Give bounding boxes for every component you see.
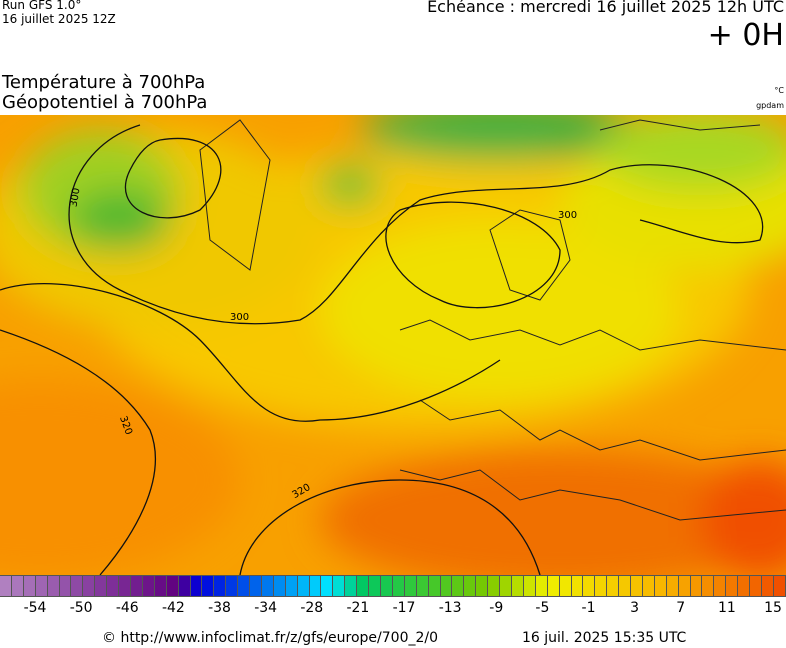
- generated: 16 juil. 2025 15:35 UTC: [522, 630, 687, 646]
- color-bar-label: -1: [581, 600, 596, 616]
- color-bar-label: -34: [254, 600, 278, 616]
- source: © http://www.infoclimat.fr/z/gfs/europe/…: [102, 630, 439, 646]
- unit-temp: °C: [774, 86, 784, 95]
- color-bar-label: 11: [717, 600, 736, 616]
- color-bar-label: -42: [161, 600, 185, 616]
- run-date: 16 juillet 2025 12Z: [2, 12, 116, 26]
- title-geo: Géopotentiel à 700hPa: [2, 92, 208, 113]
- color-bar-label: -9: [489, 600, 504, 616]
- coastlines: [199, 119, 786, 521]
- color-bar-label: 15: [764, 600, 782, 616]
- color-bar-label: -21: [346, 600, 370, 616]
- color-bar-label: 3: [630, 600, 640, 616]
- valid-time: Echéance : mercredi 16 juillet 2025 12h …: [427, 0, 784, 16]
- unit-geo: gpdam: [756, 101, 784, 110]
- title-temp: Température à 700hPa: [2, 72, 206, 93]
- color-bar: [0, 575, 786, 597]
- run: Run GFS 1.0°: [2, 0, 82, 12]
- color-bar-label: -50: [69, 600, 93, 616]
- contour-label: 300: [558, 210, 578, 221]
- color-bar-label: -54: [23, 600, 47, 616]
- color-bar-label: -38: [208, 600, 231, 616]
- contour-label: 300: [230, 312, 250, 323]
- geopotential-contours: [0, 124, 764, 576]
- color-bar-labels: -54 -50 -46 -42 -38 -34 -28 -21 -17 -13 -9 -5 -1 3 7 11…: [0, 600, 786, 618]
- color-bar-label: -5: [535, 600, 550, 616]
- color-bar-label: -13: [438, 600, 462, 616]
- lead-time: + 0H: [707, 18, 784, 53]
- color-bar-label: -46: [115, 600, 139, 616]
- color-bar-label: 7: [676, 600, 686, 616]
- color-bar-label: -17: [392, 600, 416, 616]
- temperature-field: [0, 115, 786, 575]
- color-bar-label: -28: [300, 600, 324, 616]
- color-swatch: [772, 575, 786, 597]
